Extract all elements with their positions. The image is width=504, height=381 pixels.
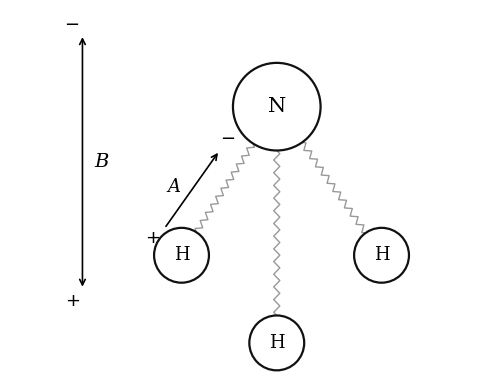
Text: −: − xyxy=(65,16,80,34)
Circle shape xyxy=(233,63,321,150)
Text: A: A xyxy=(167,178,180,196)
Text: N: N xyxy=(268,97,286,116)
Text: B: B xyxy=(94,153,108,171)
Text: +: + xyxy=(65,292,80,310)
Text: H: H xyxy=(374,246,390,264)
Text: −: − xyxy=(220,130,235,148)
Text: H: H xyxy=(174,246,190,264)
Text: H: H xyxy=(269,334,285,352)
Circle shape xyxy=(249,315,304,370)
Circle shape xyxy=(154,228,209,283)
Text: +: + xyxy=(145,229,160,247)
Circle shape xyxy=(354,228,409,283)
